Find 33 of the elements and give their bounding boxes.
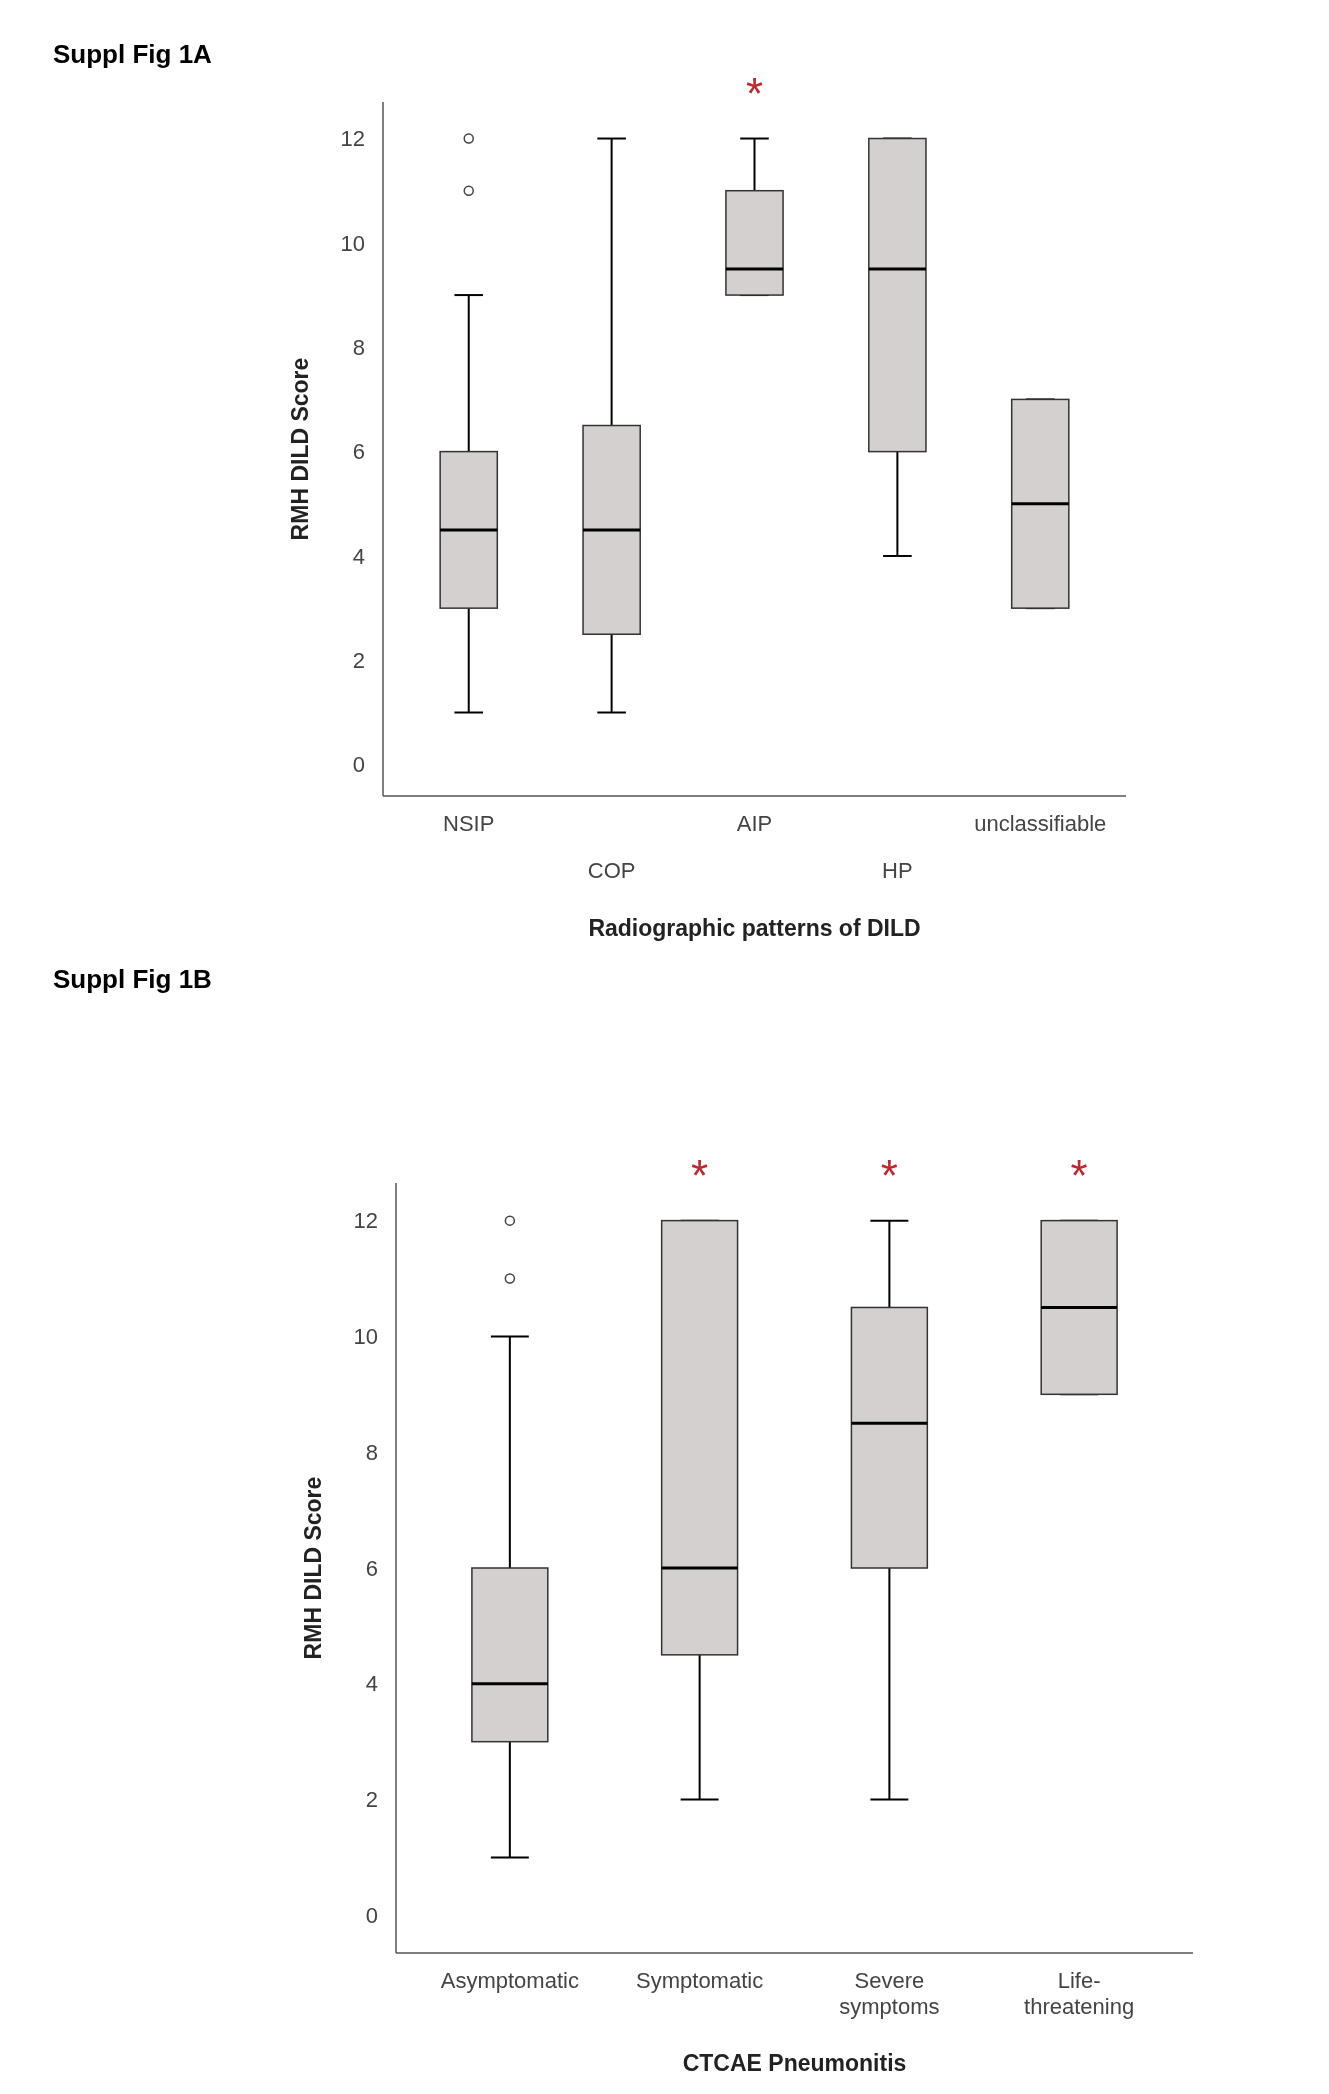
y-axis-title: RMH DILD Score [287,357,313,541]
annotation: * [1070,1150,1088,1200]
annotation: * [880,1150,898,1200]
y-tick-label: 0 [365,1903,378,1929]
x-tick-label: AIP [736,811,773,836]
x-tick-label: NSIP [443,811,495,836]
y-tick-label: 2 [352,648,365,674]
x-axis-title: Radiographic patterns of DILD [588,915,921,941]
y-tick-label: 0 [352,752,365,778]
y-tick-label: 12 [340,126,365,152]
x-tick-label: Life-threatening [1024,1968,1135,2019]
y-tick-label: 8 [352,334,365,360]
y-tick-label: 10 [353,1324,378,1350]
x-axis-title: CTCAE Pneumonitis [682,2050,907,2076]
x-tick-label: Asymptomatic [440,1968,579,1993]
y-tick-label: 4 [352,543,365,569]
y-tick-label: 6 [365,1555,378,1581]
annotation: * [745,68,764,118]
y-axis-title: RMH DILD Score [300,1476,326,1660]
x-tick-label: unclassifiable [974,811,1107,836]
y-tick-label: 6 [352,439,365,465]
y-tick-label: 8 [365,1439,378,1465]
y-tick-label: 12 [353,1208,378,1234]
annotation: * [691,1150,709,1200]
text: Suppl Fig 1A [53,39,213,69]
y-tick-label: 4 [365,1671,378,1697]
x-tick-label: Symptomatic [636,1968,764,1993]
x-tick-label: HP [882,858,913,883]
y-tick-label: 2 [365,1787,378,1813]
x-tick-label: COP [587,858,636,883]
y-tick-label: 10 [340,230,365,256]
text: Suppl Fig 1B [53,964,212,994]
x-tick-label: Severe symptoms [839,1968,940,2019]
